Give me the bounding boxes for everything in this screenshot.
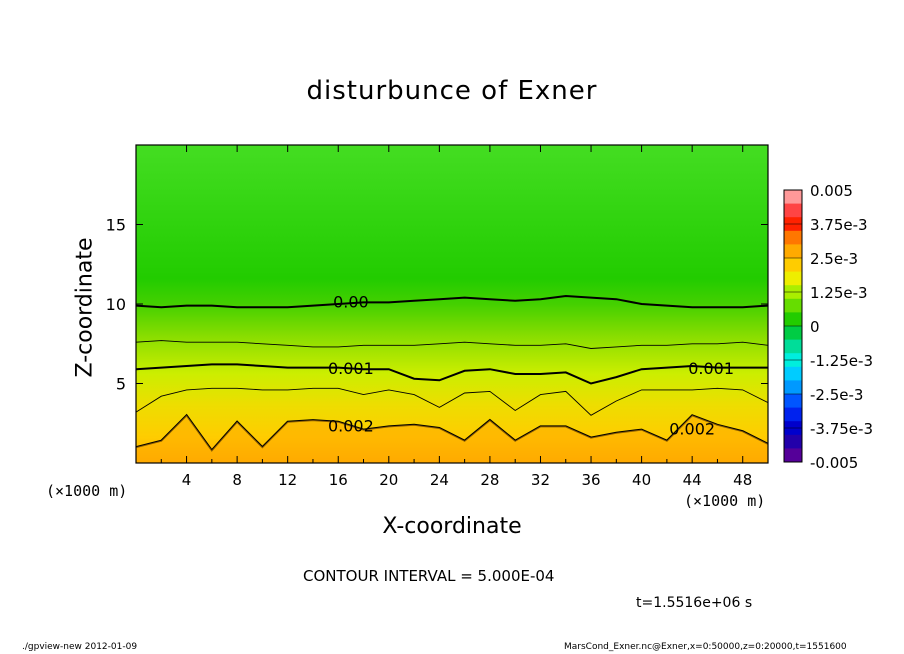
- contour-label: 0.001: [328, 359, 374, 378]
- footer-right: MarsCond_Exner.nc@Exner,x=0:50000,z=0:20…: [564, 642, 847, 652]
- y-tick-label: 15: [106, 216, 126, 235]
- contour-label: 0.002: [328, 416, 374, 435]
- contour-labels: 0.00 0.001 0.001 0.002 0.002: [328, 292, 734, 438]
- colorbar-label: 0.005: [810, 182, 853, 200]
- x-tick-label: 24: [430, 471, 449, 489]
- colorbar-label: -0.005: [810, 454, 858, 472]
- colorbar-label: -3.75e-3: [810, 420, 873, 438]
- plot-area: [136, 145, 768, 463]
- y-tick-label: 10: [106, 295, 126, 314]
- x-tick-label: 28: [480, 471, 499, 489]
- y-tick-label: 5: [116, 375, 126, 394]
- x-tick-label: 4: [182, 471, 192, 489]
- colorbar-segment: [784, 312, 802, 327]
- time-note: t=1.5516e+06 s: [636, 595, 753, 611]
- contour-label: 0.002: [669, 420, 715, 439]
- colorbar-segment: [784, 326, 802, 341]
- colorbar-segment: [784, 434, 802, 449]
- x-tick-label: 8: [232, 471, 242, 489]
- field-fill: [136, 145, 768, 463]
- colorbar-segment: [784, 339, 802, 354]
- colorbar-segment: [784, 244, 802, 259]
- contour-line: [136, 363, 768, 385]
- contour-line: [136, 340, 768, 349]
- x-tick-label: 12: [278, 471, 297, 489]
- z-unit-label: (×1000 m): [46, 482, 128, 500]
- colorbar-segment: [784, 190, 802, 205]
- contour-interval-note: CONTOUR INTERVAL = 5.000E-04: [303, 567, 555, 585]
- colorbar-segment: [784, 258, 802, 273]
- y-axis-label: Z-coordinate: [72, 237, 98, 378]
- footer-left: ./gpview-new 2012-01-09: [22, 642, 138, 652]
- colorbar: 0.005 3.75e-3 2.5e-3 1.25e-3 0 -1.25e-3 -2.5e-…: [783, 182, 873, 472]
- x-axis-ticks: 4 8 12 16 20 24 28 32 36 40 44 48: [160, 145, 752, 489]
- contour-line: [136, 387, 768, 416]
- colorbar-label: -1.25e-3: [810, 352, 873, 370]
- x-tick-label: 48: [733, 471, 752, 489]
- x-tick-label: 32: [531, 471, 550, 489]
- colorbar-segment: [784, 203, 802, 218]
- x-tick-label: 44: [683, 471, 702, 489]
- colorbar-label: 2.5e-3: [810, 250, 858, 268]
- contour-line: [136, 294, 768, 309]
- colorbar-segment: [784, 298, 802, 313]
- contour-lines: [136, 294, 768, 463]
- colorbar-segment: [784, 407, 802, 422]
- colorbar-segment: [784, 230, 802, 245]
- colorbar-segment: [784, 366, 802, 381]
- x-tick-label: 20: [379, 471, 398, 489]
- contour-label: 0.00: [333, 292, 369, 311]
- colorbar-label: -2.5e-3: [810, 386, 863, 404]
- x-unit-label: (×1000 m): [684, 492, 766, 510]
- chart-title: disturbunce of Exner: [306, 76, 598, 106]
- colorbar-segment: [784, 448, 802, 463]
- x-tick-label: 36: [581, 471, 600, 489]
- y-axis-ticks: 5 10 15: [106, 216, 768, 394]
- colorbar-label: 0: [810, 318, 820, 336]
- x-tick-label: 40: [632, 471, 651, 489]
- colorbar-segment: [784, 271, 802, 286]
- colorbar-segment: [784, 380, 802, 395]
- colorbar-label: 1.25e-3: [810, 284, 868, 302]
- x-axis-label: X-coordinate: [382, 514, 522, 539]
- warm-region: [136, 415, 768, 463]
- x-tick-label: 16: [329, 471, 348, 489]
- contour-label: 0.001: [688, 359, 734, 378]
- colorbar-label: 3.75e-3: [810, 216, 868, 234]
- colorbar-segment: [784, 394, 802, 409]
